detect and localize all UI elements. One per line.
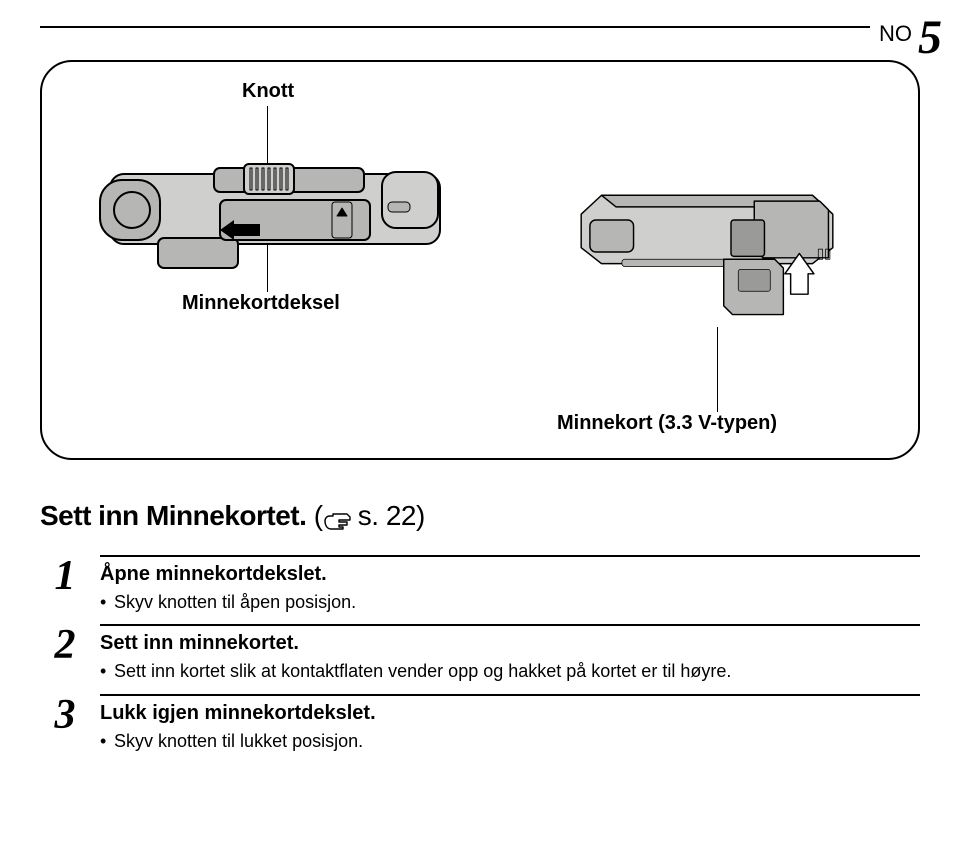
step-rule	[100, 694, 920, 696]
step-heading: Åpne minnekortdekslet.	[100, 563, 920, 586]
step-body-text: Skyv knotten til åpen posisjon.	[114, 592, 356, 612]
slide-arrow-icon	[220, 220, 260, 240]
ref-text: s. 22)	[358, 500, 425, 531]
label-cover: Minnekortdeksel	[182, 292, 340, 315]
camera-back-view-icon	[522, 172, 892, 332]
step-heading: Lukk igjen minnekortdekslet.	[100, 702, 920, 725]
step-number: 2	[40, 624, 90, 666]
label-knob: Knott	[242, 80, 294, 103]
bullet-icon: •	[100, 590, 114, 614]
step-body: •Skyv knotten til lukket posisjon.	[100, 729, 920, 753]
section-title: Sett inn Minnekortet. ( s. 22)	[40, 500, 425, 532]
camera-top-view-icon	[92, 162, 452, 277]
step-number: 1	[40, 555, 90, 597]
page-number: 5	[918, 11, 942, 64]
section-title-text: Sett inn Minnekortet.	[40, 500, 306, 531]
page-header: NO5	[879, 10, 942, 65]
step-body: •Sett inn kortet slik at kontaktflaten v…	[100, 659, 920, 683]
label-card: Minnekort (3.3 V-typen)	[557, 412, 777, 435]
ref-paren-open: (	[314, 500, 323, 531]
illustration-panel: Knott Minnekortdeksel Minnekort (3.3 V-t…	[40, 60, 920, 460]
step-rule	[100, 555, 920, 557]
step-2: 2 Sett inn minnekortet. •Sett inn kortet…	[40, 624, 920, 683]
step-body-text: Sett inn kortet slik at kontaktflaten ve…	[114, 661, 731, 681]
step-body-text: Skyv knotten til lukket posisjon.	[114, 731, 363, 751]
step-heading: Sett inn minnekortet.	[100, 632, 920, 655]
pointing-hand-icon	[323, 512, 351, 530]
language-code: NO	[879, 21, 912, 46]
header-rule	[40, 26, 870, 28]
step-number: 3	[40, 694, 90, 736]
leader-card	[717, 327, 718, 412]
steps-list: 1 Åpne minnekortdekslet. •Skyv knotten t…	[40, 545, 920, 753]
step-3: 3 Lukk igjen minnekortdekslet. •Skyv kno…	[40, 694, 920, 753]
step-1: 1 Åpne minnekortdekslet. •Skyv knotten t…	[40, 555, 920, 614]
step-body: •Skyv knotten til åpen posisjon.	[100, 590, 920, 614]
section-title-ref: ( s. 22)	[314, 500, 425, 531]
bullet-icon: •	[100, 659, 114, 683]
step-rule	[100, 624, 920, 626]
bullet-icon: •	[100, 729, 114, 753]
